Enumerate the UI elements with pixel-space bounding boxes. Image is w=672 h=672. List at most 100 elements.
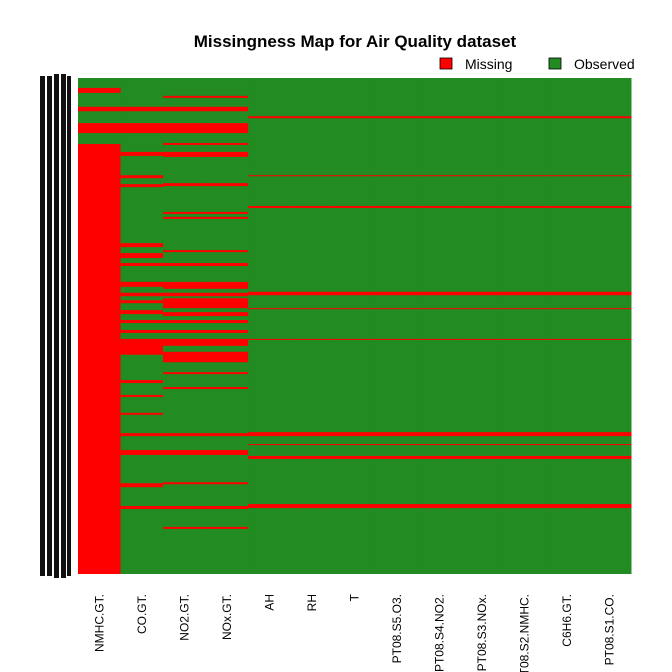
missing-segment	[375, 455, 419, 459]
missing-segment	[163, 338, 207, 346]
missing-segment	[205, 263, 249, 266]
missing-segment	[460, 432, 504, 437]
missing-segment	[205, 320, 249, 324]
missing-segment	[503, 455, 547, 459]
missing-segment	[460, 444, 504, 446]
row-label-blob	[40, 76, 45, 576]
missing-segment	[375, 205, 419, 208]
column-observed	[248, 78, 292, 574]
missing-segment	[120, 292, 164, 297]
missing-segment	[163, 312, 207, 317]
missing-segment	[588, 116, 632, 119]
missing-segment	[205, 250, 249, 253]
missing-segment	[163, 298, 207, 309]
x-tick-label: NMHC.GT.	[92, 594, 106, 652]
x-tick-label: CO.GT.	[135, 594, 149, 634]
missing-segment	[120, 243, 164, 248]
missing-segment	[503, 444, 547, 446]
missing-segment	[588, 455, 632, 459]
missing-segment	[163, 351, 207, 363]
missing-segment	[248, 308, 292, 310]
missing-segment	[588, 338, 632, 340]
missing-segment	[120, 329, 164, 333]
missing-segment	[205, 351, 249, 363]
missing-segment	[120, 338, 164, 355]
missing-segment	[163, 526, 207, 529]
missing-segment	[588, 291, 632, 296]
missing-segment	[205, 183, 249, 187]
missing-segment	[205, 387, 249, 389]
missing-segment	[163, 372, 207, 375]
x-tick-label: PT08.S1.CO.	[603, 594, 617, 665]
missing-segment	[375, 308, 419, 310]
missing-segment	[78, 143, 122, 574]
legend-label: Observed	[574, 56, 635, 72]
missing-segment	[163, 142, 207, 145]
missing-segment	[503, 116, 547, 119]
column-observed	[460, 78, 504, 574]
row-labels	[40, 74, 71, 578]
missing-segment	[248, 444, 292, 446]
missing-segment	[163, 281, 207, 289]
chart-title: Missingness Map for Air Quality dataset	[194, 32, 517, 51]
missing-segment	[248, 338, 292, 340]
missing-segment	[545, 338, 589, 340]
missing-segment	[588, 432, 632, 437]
missing-segment	[545, 504, 589, 509]
missing-segment	[205, 151, 249, 157]
missing-segment	[163, 211, 207, 214]
missing-segment	[120, 320, 164, 324]
missing-segment	[163, 320, 207, 324]
missing-segment	[460, 116, 504, 119]
missing-segment	[588, 444, 632, 446]
column-observed	[545, 78, 589, 574]
missing-segment	[545, 291, 589, 296]
column-observed	[588, 78, 632, 574]
missing-segment	[418, 338, 462, 340]
missing-segment	[460, 308, 504, 310]
missing-segment	[205, 95, 249, 98]
missing-segment	[205, 298, 249, 309]
missing-segment	[418, 504, 462, 509]
missing-segment	[120, 106, 164, 112]
missing-segment	[503, 504, 547, 509]
column-observed	[375, 78, 419, 574]
column-observed	[120, 78, 164, 574]
missing-segment	[545, 308, 589, 310]
missing-segment	[290, 504, 334, 509]
x-tick-label: PT08.S5.O3.	[390, 594, 404, 663]
missing-segment	[375, 175, 419, 177]
missing-segment	[503, 338, 547, 340]
missing-segment	[418, 444, 462, 446]
missing-segment	[248, 291, 292, 296]
x-tick-label: NOx.GT.	[220, 594, 234, 640]
missing-segment	[78, 123, 122, 134]
missing-segment	[333, 116, 377, 119]
missing-segment	[333, 205, 377, 208]
missing-segment	[205, 338, 249, 346]
missing-segment	[205, 123, 249, 134]
row-label-blob	[67, 76, 71, 576]
missing-segment	[418, 205, 462, 208]
x-tick-label: AH	[262, 594, 276, 611]
missing-segment	[248, 504, 292, 509]
missing-segment	[333, 308, 377, 310]
missing-segment	[120, 380, 164, 384]
missing-segment	[290, 205, 334, 208]
missing-segment	[375, 338, 419, 340]
missing-segment	[460, 338, 504, 340]
missing-segment	[375, 291, 419, 296]
x-tick-label: T	[348, 593, 362, 601]
column-observed	[205, 78, 249, 574]
missing-segment	[290, 432, 334, 437]
missing-segment	[163, 263, 207, 266]
missing-segment	[333, 444, 377, 446]
x-tick-label: PT08.S4.NO2.	[433, 594, 447, 672]
missing-segment	[545, 432, 589, 437]
missing-segment	[120, 184, 164, 188]
missing-segment	[163, 123, 207, 134]
missing-segment	[120, 310, 164, 315]
missing-segment	[120, 123, 164, 134]
missing-segment	[248, 205, 292, 208]
